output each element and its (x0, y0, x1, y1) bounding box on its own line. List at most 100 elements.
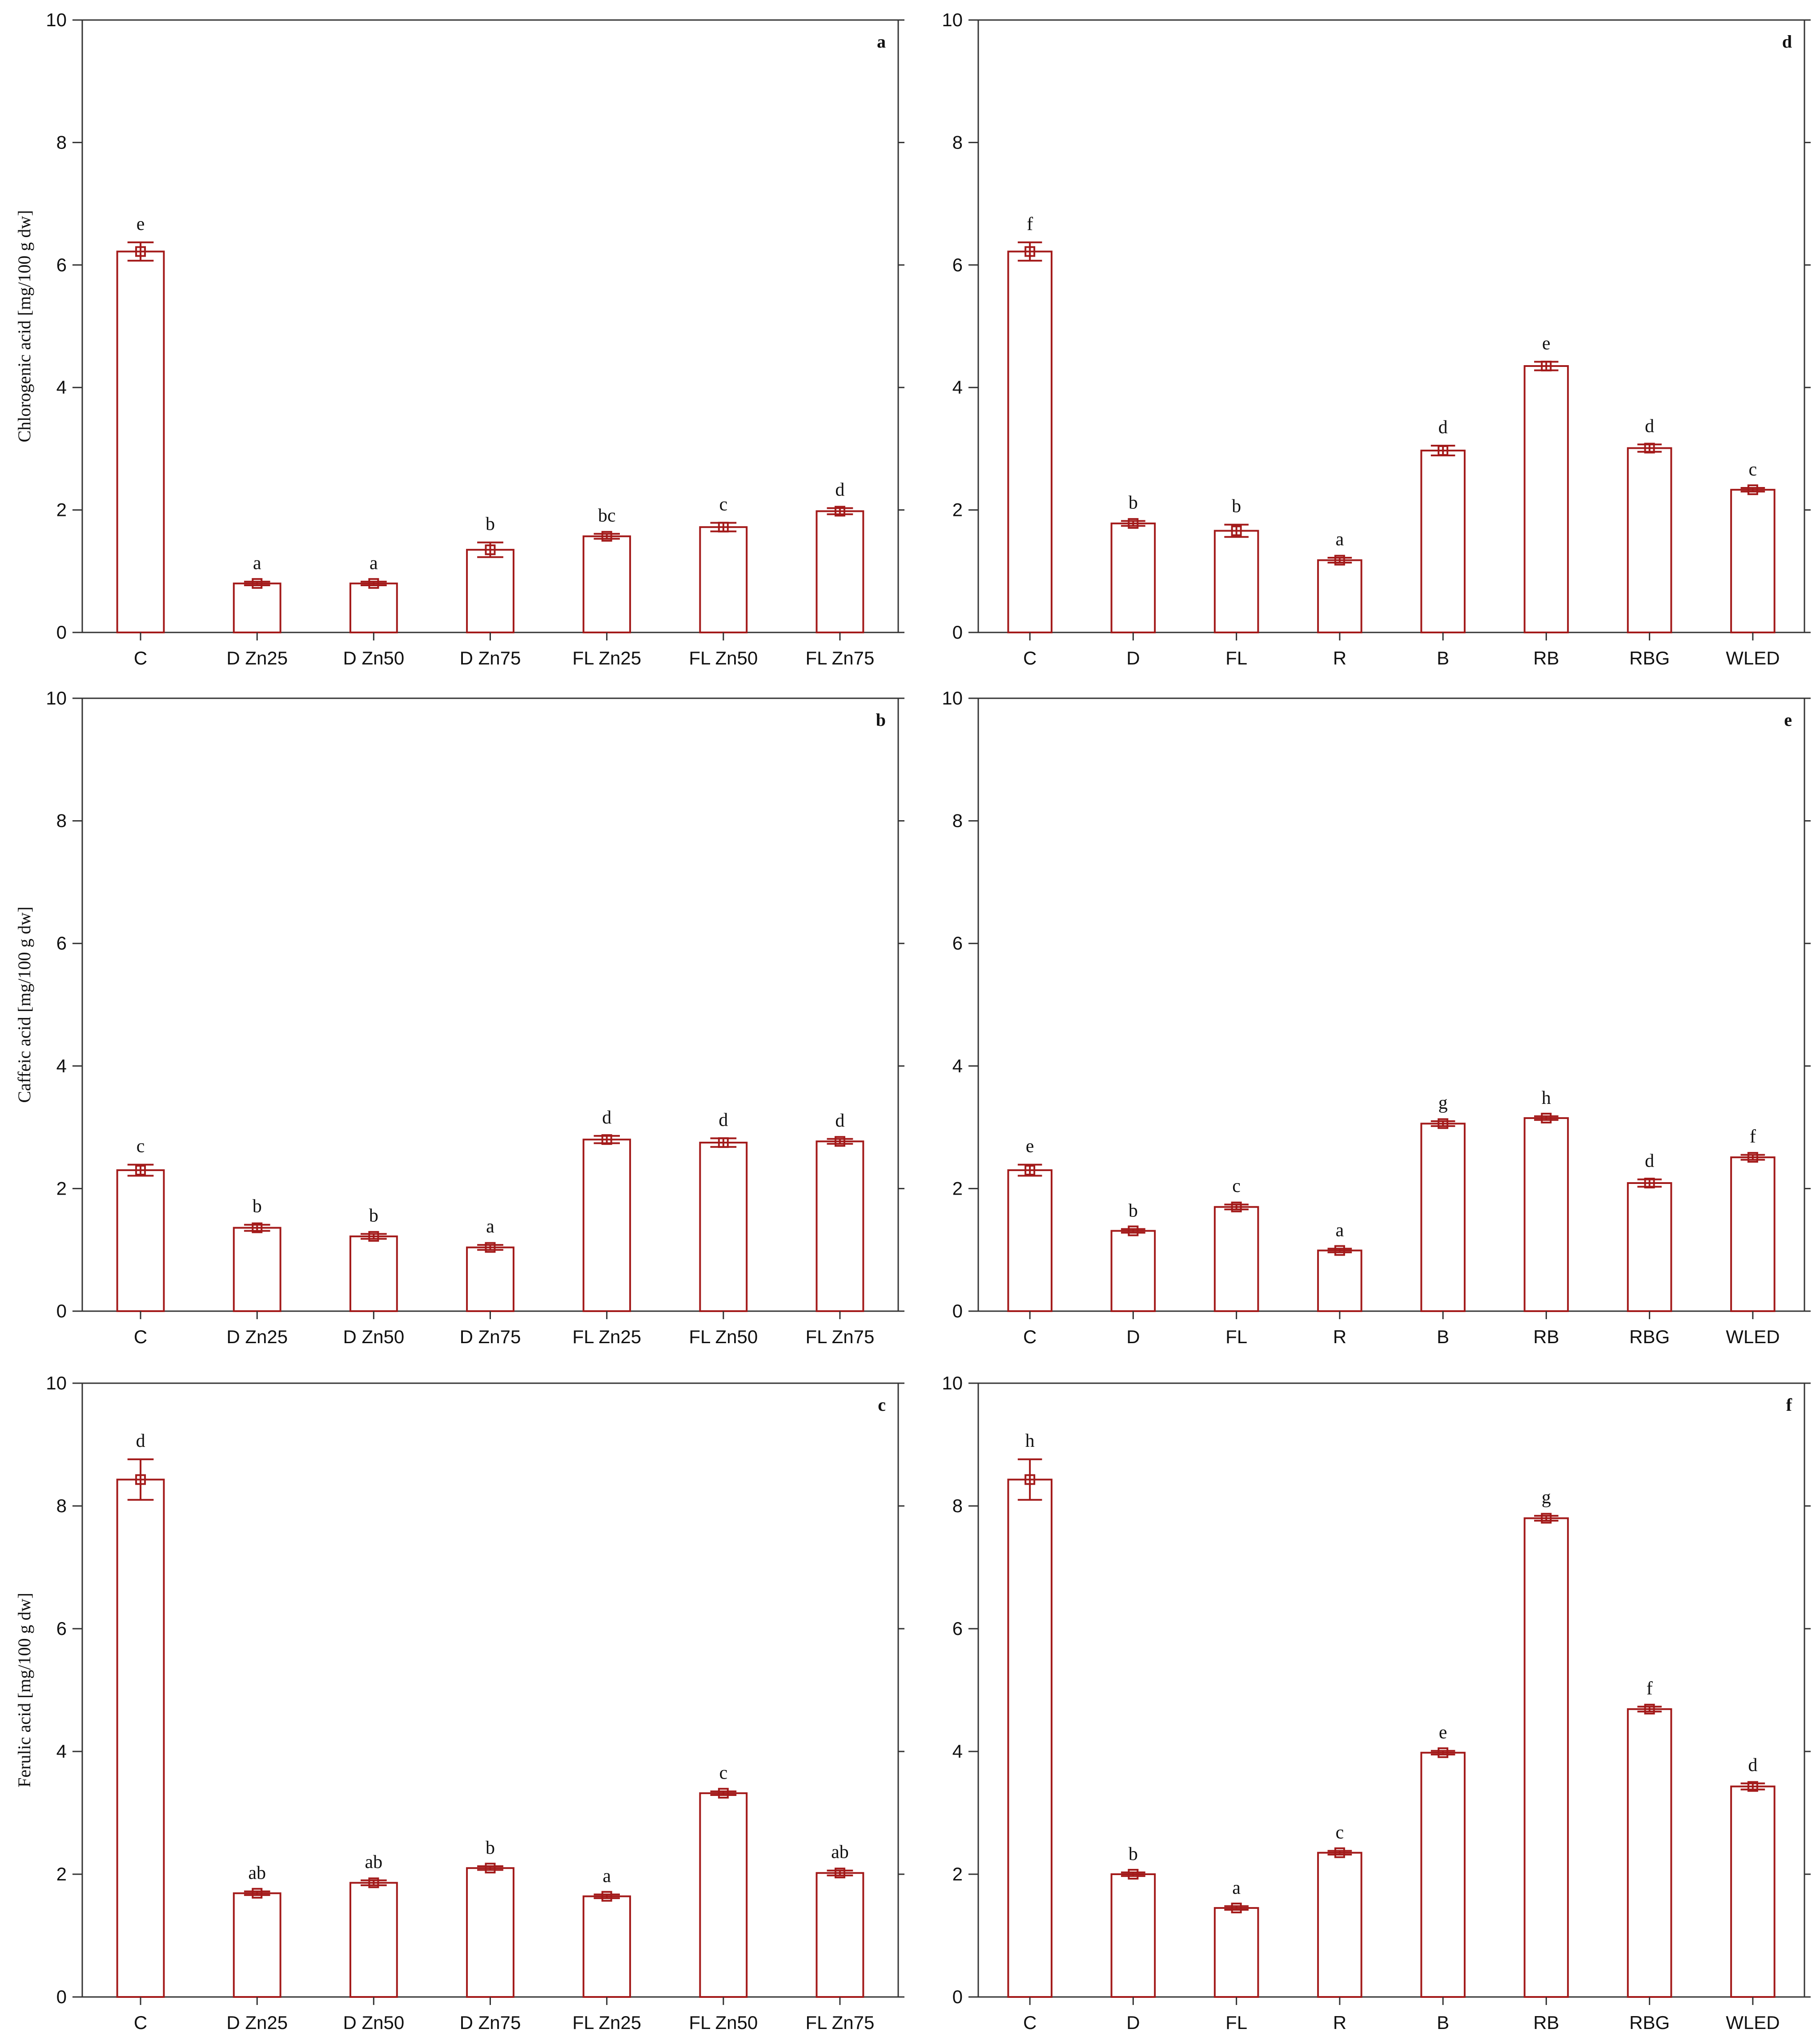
panel-letter: a (877, 32, 886, 52)
bar-r (1317, 1249, 1362, 1312)
x-tick-label: RB (1533, 648, 1559, 668)
bar-c (116, 250, 165, 633)
x-tick-label: D (1126, 648, 1140, 668)
mean-marker (1747, 1152, 1758, 1163)
significance-letter: b (1232, 496, 1241, 517)
significance-letter: f (1750, 1127, 1756, 1147)
bar-c (1007, 1169, 1053, 1312)
mean-marker (601, 1134, 612, 1145)
y-tick-label: 8 (56, 1495, 67, 1516)
mean-marker (252, 578, 263, 589)
bar-fl-zn50 (699, 1792, 748, 1998)
bar-r (1317, 559, 1362, 634)
significance-letter: b (486, 514, 495, 535)
bar-c (116, 1478, 165, 1998)
x-tick-label: C (1023, 2012, 1037, 2033)
mean-marker (485, 544, 496, 556)
mean-marker (1541, 361, 1552, 372)
mean-marker (1747, 1781, 1758, 1792)
bar-d-zn75 (466, 549, 514, 633)
y-tick-label: 8 (952, 810, 963, 831)
chart-panel-a: 0 2 4 6 8 10 Chlorogenic acid [mg/100 g dw] a e C… (14, 9, 904, 668)
mean-marker (1231, 1902, 1242, 1913)
y-tick-label: 2 (56, 1864, 67, 1884)
y-axis-label: Caffeic acid [mg/100 g dw] (14, 906, 34, 1103)
mean-marker (368, 578, 379, 589)
x-tick-label: RB (1533, 2012, 1559, 2033)
x-tick-label: FL Zn25 (572, 648, 641, 668)
mean-marker (1334, 1245, 1345, 1256)
significance-letter: d (719, 1110, 728, 1130)
significance-letter: d (835, 479, 844, 500)
bar-fl-zn50 (699, 526, 748, 633)
x-tick-label: D Zn50 (343, 1326, 404, 1347)
x-tick-label: FL (1225, 2012, 1247, 2033)
mean-marker (601, 531, 612, 542)
significance-letter: a (1336, 529, 1344, 550)
mean-marker (1644, 1703, 1655, 1715)
mean-marker (1231, 525, 1242, 536)
bar-b (1420, 450, 1466, 633)
mean-marker (1128, 518, 1139, 529)
y-tick-label: 6 (952, 254, 963, 275)
bar-d-zn75 (466, 1867, 514, 1998)
bar-wled (1730, 1156, 1776, 1312)
x-tick-label: FL (1225, 648, 1247, 668)
mean-marker (1644, 1177, 1655, 1188)
x-tick-label: FL Zn50 (689, 1326, 758, 1347)
bar-fl (1213, 1907, 1259, 1998)
mean-marker (135, 1474, 146, 1485)
significance-letter: bc (598, 505, 616, 526)
significance-letter: d (602, 1107, 611, 1128)
significance-letter: a (1336, 1220, 1344, 1240)
x-tick-label: RBG (1629, 1326, 1670, 1347)
y-tick-label: 2 (952, 499, 963, 520)
mean-marker (1438, 1118, 1449, 1129)
y-tick-label: 6 (56, 1618, 67, 1639)
bar-wled (1730, 1785, 1776, 1998)
x-tick-label: D Zn75 (460, 1326, 521, 1347)
significance-letter: ab (248, 1863, 266, 1884)
mean-marker (1231, 1201, 1242, 1212)
bar-fl (1213, 530, 1259, 633)
mean-marker (1747, 484, 1758, 495)
x-tick-label: FL Zn50 (689, 648, 758, 668)
mean-marker (718, 1137, 729, 1148)
mean-marker (1438, 1747, 1449, 1758)
y-tick-label: 2 (56, 1178, 67, 1199)
significance-letter: a (603, 1866, 611, 1887)
y-tick-label: 10 (942, 688, 963, 709)
significance-letter: c (719, 495, 727, 515)
mean-marker (601, 1891, 612, 1902)
y-tick-label: 4 (56, 377, 67, 398)
x-tick-label: B (1437, 2012, 1449, 2033)
y-axis-label: Ferulic acid [mg/100 g dw] (14, 1593, 34, 1787)
mean-marker (1644, 443, 1655, 454)
bar-fl-zn25 (583, 1139, 631, 1312)
significance-letter: d (1748, 1755, 1757, 1775)
chart-panel-d: 0 2 4 6 8 10 d f Cb Db FL a Rd Be RB d RBG c WLED (942, 9, 1811, 668)
significance-letter: c (1749, 459, 1757, 480)
chart-panel-e: 0 2 4 6 8 10 e e Cb Dc FL a Rg Bh RB d RBG f WLED (942, 688, 1811, 1347)
x-tick-label: R (1333, 648, 1346, 668)
bar-d (1110, 1230, 1156, 1312)
y-tick-label: 0 (952, 622, 963, 643)
mean-marker (1541, 1513, 1552, 1524)
y-tick-label: 10 (46, 9, 67, 30)
x-tick-label: D Zn75 (460, 648, 521, 668)
x-tick-label: RB (1533, 1326, 1559, 1347)
x-tick-label: D (1126, 2012, 1140, 2033)
y-tick-label: 0 (952, 1986, 963, 2007)
mean-marker (135, 1165, 146, 1176)
plot-frame (977, 19, 1805, 633)
bar-fl-zn75 (816, 1140, 864, 1312)
mean-marker (368, 1231, 379, 1242)
y-tick-label: 6 (952, 1618, 963, 1639)
x-tick-label: FL Zn75 (805, 648, 874, 668)
bar-b (1420, 1751, 1466, 1998)
significance-letter: g (1542, 1487, 1551, 1508)
significance-letter: e (1439, 1723, 1447, 1743)
significance-letter: b (1129, 1200, 1138, 1221)
mean-marker (485, 1863, 496, 1874)
